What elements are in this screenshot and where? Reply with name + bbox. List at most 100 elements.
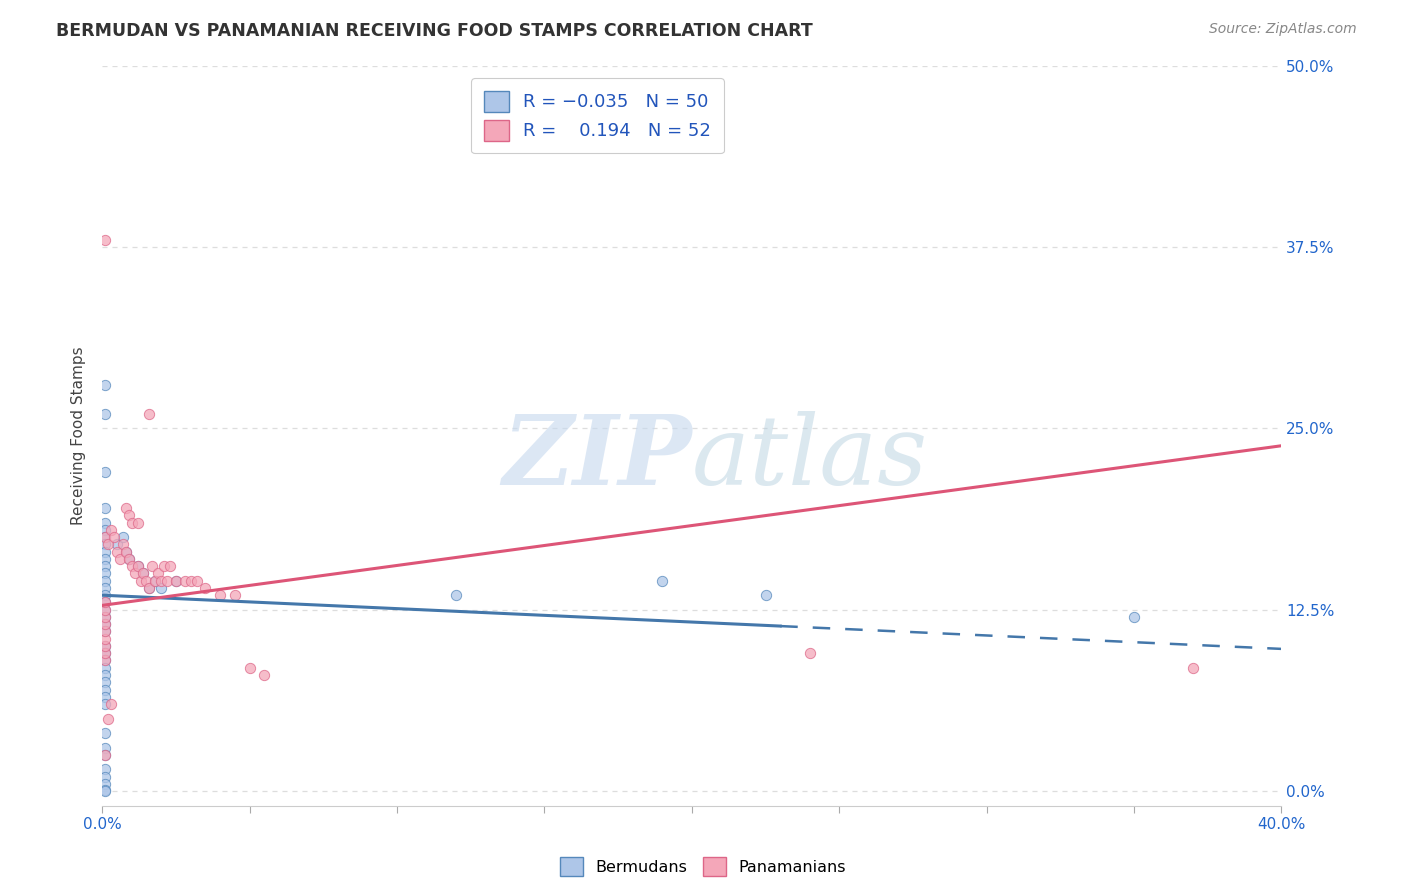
Point: [138, 407, 160, 421]
Point: [111, 530, 134, 544]
Point: [94, 523, 117, 537]
Point: [132, 566, 155, 581]
Point: [156, 574, 179, 588]
Point: [114, 544, 136, 558]
Point: [444, 588, 467, 602]
Point: [94, 653, 117, 667]
Point: [94, 770, 117, 784]
Point: [127, 516, 149, 530]
Point: [94, 516, 117, 530]
Point: [94, 777, 117, 791]
Point: [94, 784, 117, 798]
Text: atlas: atlas: [692, 411, 928, 505]
Point: [148, 566, 170, 581]
Point: [754, 588, 776, 602]
Point: [173, 574, 195, 588]
Point: [94, 610, 117, 624]
Point: [94, 574, 117, 588]
Point: [94, 639, 117, 653]
Point: [799, 646, 821, 660]
Point: [159, 559, 181, 574]
Point: [114, 501, 136, 516]
Point: [108, 552, 131, 566]
Point: [118, 508, 141, 523]
Point: [94, 747, 117, 762]
Point: [127, 559, 149, 574]
Text: BERMUDAN VS PANAMANIAN RECEIVING FOOD STAMPS CORRELATION CHART: BERMUDAN VS PANAMANIAN RECEIVING FOOD ST…: [56, 22, 813, 40]
Point: [127, 559, 149, 574]
Point: [138, 581, 160, 595]
Point: [94, 603, 117, 617]
Point: [224, 588, 246, 602]
Point: [94, 782, 117, 797]
Point: [94, 762, 117, 776]
Point: [94, 624, 117, 639]
Point: [138, 581, 160, 595]
Point: [153, 559, 176, 574]
Point: [118, 552, 141, 566]
Y-axis label: Receiving Food Stamps: Receiving Food Stamps: [72, 346, 86, 524]
Point: [94, 581, 117, 595]
Point: [97, 712, 120, 726]
Point: [239, 661, 262, 675]
Legend: Bermudans, Panamanians: Bermudans, Panamanians: [554, 851, 852, 882]
Point: [143, 574, 166, 588]
Point: [94, 407, 117, 421]
Point: [94, 501, 117, 516]
Point: [121, 516, 143, 530]
Point: [94, 726, 117, 740]
Point: [150, 581, 173, 595]
Point: [94, 747, 117, 762]
Point: [94, 233, 117, 247]
Point: [121, 559, 143, 574]
Point: [180, 574, 202, 588]
Point: [129, 574, 152, 588]
Point: [94, 552, 117, 566]
Point: [143, 574, 166, 588]
Point: [100, 523, 122, 537]
Point: [165, 574, 187, 588]
Point: [97, 537, 120, 551]
Point: [94, 595, 117, 609]
Point: [124, 566, 146, 581]
Point: [1123, 610, 1146, 624]
Point: [165, 574, 187, 588]
Point: [94, 377, 117, 392]
Point: [94, 697, 117, 711]
Point: [94, 690, 117, 704]
Point: [209, 588, 232, 602]
Point: [94, 624, 117, 639]
Point: [114, 544, 136, 558]
Point: [94, 530, 117, 544]
Point: [94, 740, 117, 755]
Point: [105, 537, 128, 551]
Point: [100, 697, 122, 711]
Legend: R = −0.035   N = 50, R =    0.194   N = 52: R = −0.035 N = 50, R = 0.194 N = 52: [471, 78, 724, 153]
Point: [94, 682, 117, 697]
Point: [94, 595, 117, 609]
Text: Source: ZipAtlas.com: Source: ZipAtlas.com: [1209, 22, 1357, 37]
Point: [94, 610, 117, 624]
Point: [94, 646, 117, 660]
Point: [94, 537, 117, 551]
Point: [135, 574, 157, 588]
Point: [94, 465, 117, 479]
Point: [94, 668, 117, 682]
Point: [94, 639, 117, 653]
Point: [103, 530, 125, 544]
Point: [94, 653, 117, 667]
Point: [94, 530, 117, 544]
Point: [118, 552, 141, 566]
Point: [150, 574, 173, 588]
Point: [1181, 661, 1204, 675]
Point: [186, 574, 208, 588]
Point: [94, 566, 117, 581]
Point: [111, 537, 134, 551]
Text: ZIP: ZIP: [502, 411, 692, 505]
Point: [94, 646, 117, 660]
Point: [94, 559, 117, 574]
Point: [253, 668, 276, 682]
Point: [94, 675, 117, 690]
Point: [105, 544, 128, 558]
Point: [132, 566, 155, 581]
